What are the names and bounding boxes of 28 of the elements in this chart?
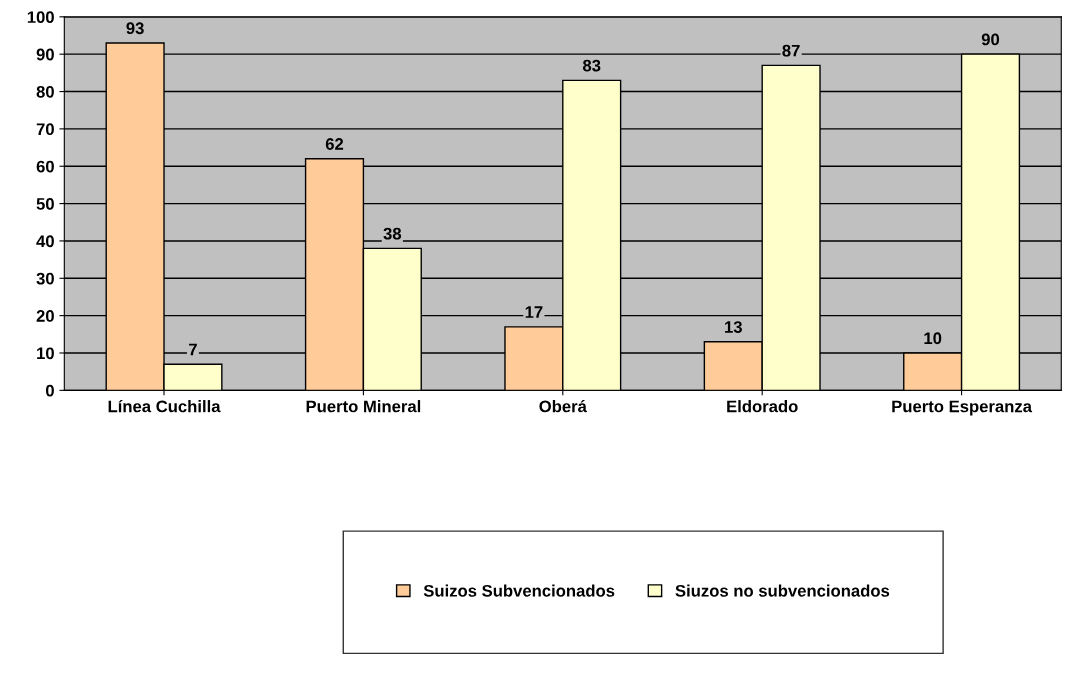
data-label: 90 [981,33,1000,46]
data-label: 13 [725,321,742,333]
data-label: 83 [582,59,601,72]
x-tick-label: Puerto Esperanza [892,400,1033,416]
y-tick-label: 20 [36,310,54,322]
data-label: 38 [383,227,402,240]
y-tick-label: 30 [36,272,54,285]
data-label: 87 [782,44,800,57]
data-label: 7 [189,343,197,356]
legend-label: Siuzos no subvencionados [675,584,890,597]
data-label: 62 [325,138,344,150]
y-tick-label: 10 [37,347,54,360]
y-tick-label: 100 [27,11,54,24]
x-tick-label: Eldorado [727,400,798,413]
data-label: 10 [924,332,942,345]
y-tick-label: 90 [36,48,54,61]
x-tick-label: Oberá [539,399,587,413]
y-tick-label: 50 [36,197,54,210]
y-tick-label: 60 [36,160,54,173]
y-tick-label: 0 [45,384,54,397]
x-tick-label: Línea Cuchilla [108,399,221,413]
x-tick-label: Puerto Mineral [306,400,421,413]
data-label: 93 [126,22,144,35]
y-tick-label: 40 [36,235,54,248]
data-label: 17 [525,306,543,318]
y-tick-label: 70 [36,123,54,136]
legend-label: Suizos Subvencionados [423,584,615,597]
y-tick-label: 80 [36,85,54,98]
